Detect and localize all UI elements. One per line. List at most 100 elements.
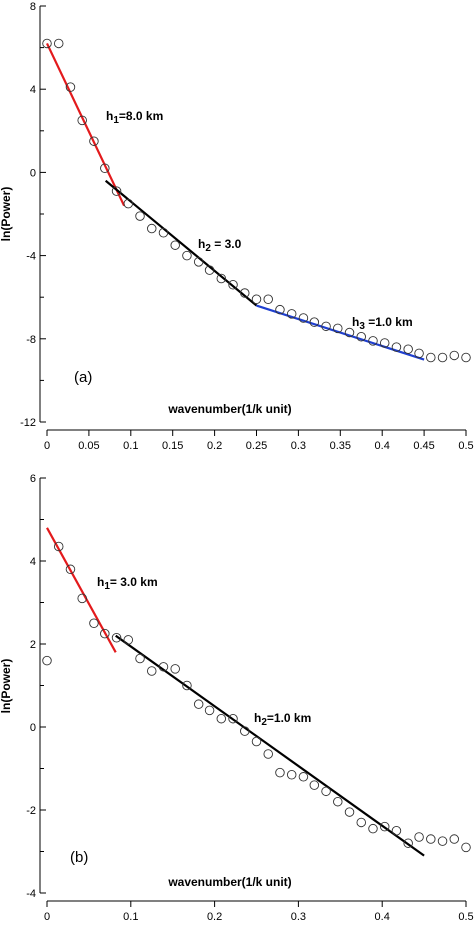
data-point <box>204 265 215 275</box>
data-point <box>170 664 180 674</box>
y-tick-label: -4 <box>26 251 36 263</box>
data-point <box>89 136 99 146</box>
data-point <box>135 653 145 664</box>
data-point <box>333 323 343 334</box>
x-tick-label: 0 <box>44 911 50 923</box>
data-point <box>263 749 273 759</box>
data-point <box>123 198 134 209</box>
y-axis-label: ln(Power) <box>0 659 13 714</box>
data-point <box>135 211 145 221</box>
x-tick-label: 0.1 <box>123 440 138 452</box>
data-point <box>403 838 413 848</box>
data-point <box>89 618 99 629</box>
data-point <box>449 834 460 844</box>
x-axis-label: wavenumber(1/k unit) <box>167 402 291 416</box>
data-point <box>437 836 448 846</box>
data-point <box>344 327 355 338</box>
data-point <box>356 817 367 828</box>
data-point <box>309 780 320 790</box>
x-tick-label: 0 <box>44 440 50 452</box>
y-tick-label: -8 <box>26 334 36 346</box>
data-point <box>193 257 204 267</box>
data-point <box>321 786 331 797</box>
data-point <box>65 564 76 575</box>
data-point <box>42 655 52 666</box>
x-tick-label: 0.2 <box>207 440 222 452</box>
data-point <box>461 352 471 363</box>
data-point <box>170 240 180 250</box>
data-point <box>426 352 436 363</box>
data-point <box>53 38 64 49</box>
x-tick-label: 0.3 <box>291 911 306 923</box>
x-tick-label: 0.1 <box>123 911 138 923</box>
data-point <box>42 38 52 49</box>
fit-line <box>115 634 425 857</box>
data-point <box>77 115 87 126</box>
data-point <box>251 294 262 305</box>
data-point <box>379 338 390 348</box>
y-tick-label: 6 <box>30 473 36 485</box>
fit-line <box>46 42 126 207</box>
y-tick-label: 0 <box>30 167 36 179</box>
data-point <box>391 342 402 352</box>
data-point <box>158 227 169 238</box>
data-point <box>368 823 378 834</box>
x-tick-label: 0.15 <box>162 440 183 452</box>
data-point <box>123 635 134 645</box>
data-point <box>426 834 436 844</box>
data-point <box>204 705 215 716</box>
data-point <box>263 294 273 305</box>
data-point <box>275 304 285 315</box>
fit-line-label: h1= 3.0 km <box>97 575 158 592</box>
data-point <box>356 331 367 342</box>
fit-line-label: h2=1.0 km <box>254 711 311 728</box>
data-point <box>111 633 122 643</box>
data-point <box>216 713 227 724</box>
data-point <box>228 713 238 724</box>
data-point <box>251 736 262 747</box>
data-point <box>146 666 157 676</box>
data-point <box>298 772 309 782</box>
y-tick-label: -2 <box>26 805 36 817</box>
data-point <box>333 796 343 807</box>
x-axis-label: wavenumber(1/k unit) <box>167 875 291 889</box>
x-tick-label: 0.4 <box>375 911 390 923</box>
fit-line-label: h1=8.0 km <box>106 109 163 126</box>
x-tick-label: 0.5 <box>458 911 473 923</box>
x-tick-label: 0.35 <box>330 440 351 452</box>
panel-label: (b) <box>70 849 88 866</box>
fit-line-label: h3 =1.0 km <box>352 315 413 332</box>
data-point <box>461 842 471 853</box>
data-point <box>368 336 378 346</box>
data-point <box>100 628 110 639</box>
data-point <box>449 350 460 361</box>
data-point <box>146 223 157 234</box>
data-point <box>414 832 424 842</box>
data-point <box>53 541 64 552</box>
y-tick-label: 2 <box>30 639 36 651</box>
data-point <box>65 82 76 92</box>
data-point <box>286 769 297 780</box>
x-tick-label: 0.25 <box>246 440 267 452</box>
x-tick-label: 0.05 <box>78 440 99 452</box>
data-point <box>286 309 297 319</box>
data-point <box>379 821 390 832</box>
fit-line-label: h2 = 3.0 <box>198 237 242 254</box>
data-point <box>321 321 331 332</box>
y-tick-label: 8 <box>30 1 36 13</box>
data-point <box>216 273 227 284</box>
data-point <box>240 288 250 298</box>
data-point <box>309 317 320 327</box>
data-point <box>182 680 192 691</box>
data-point <box>391 826 402 836</box>
y-tick-label: 4 <box>30 556 36 568</box>
data-point <box>158 662 169 672</box>
data-point <box>414 348 424 359</box>
y-tick-label: 0 <box>30 722 36 734</box>
x-tick-label: 0.3 <box>291 440 306 452</box>
y-axis-label: ln(Power) <box>0 187 13 242</box>
x-tick-label: 0.2 <box>207 911 222 923</box>
x-tick-label: 0.5 <box>458 440 473 452</box>
y-tick-label: -12 <box>20 417 36 429</box>
